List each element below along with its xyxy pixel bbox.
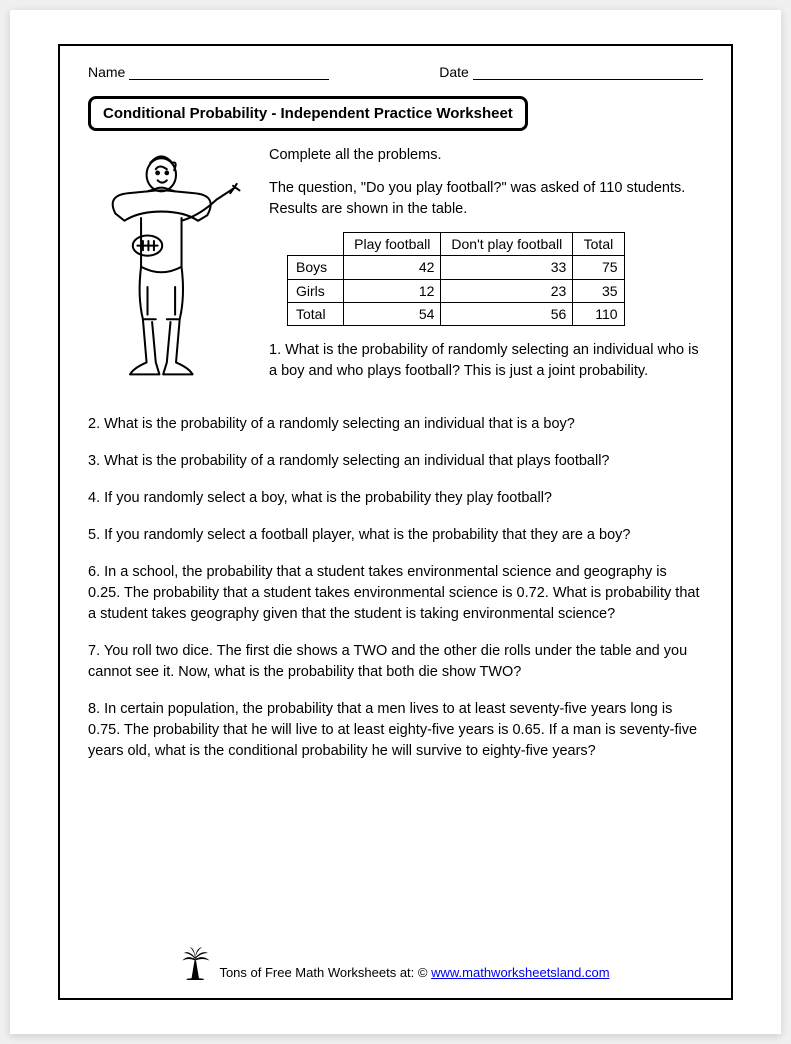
intro-text-column: Complete all the problems. The question,… — [269, 145, 703, 394]
intro-line-1: Complete all the problems. — [269, 145, 703, 166]
cell: 33 — [441, 256, 573, 279]
footer-link[interactable]: www.mathworksheetsland.com — [431, 965, 609, 980]
footer: Tons of Free Math Worksheets at: © www.m… — [88, 944, 703, 984]
table-row: Boys 42 33 75 — [288, 256, 625, 279]
question-7: 7. You roll two dice. The first die show… — [88, 641, 703, 683]
row-label: Girls — [288, 279, 344, 302]
footer-prefix: Tons of Free Math Worksheets at: © — [219, 965, 431, 980]
cell: 75 — [573, 256, 624, 279]
worksheet-title: Conditional Probability - Independent Pr… — [88, 96, 528, 131]
worksheet-page: Name Date Conditional Probability - Inde… — [10, 10, 781, 1034]
table-row: Total 54 56 110 — [288, 302, 625, 325]
name-label: Name — [88, 64, 129, 80]
question-8: 8. In certain population, the probabilit… — [88, 699, 703, 762]
cell: 35 — [573, 279, 624, 302]
football-player-icon — [88, 145, 253, 394]
cell: 12 — [344, 279, 441, 302]
table-corner — [288, 233, 344, 256]
name-date-row: Name Date — [88, 64, 703, 80]
date-blank[interactable] — [473, 64, 703, 80]
col-play: Play football — [344, 233, 441, 256]
data-table: Play football Don't play football Total … — [287, 232, 625, 326]
intro-block: Complete all the problems. The question,… — [88, 145, 703, 394]
question-4: 4. If you randomly select a boy, what is… — [88, 488, 703, 509]
cell: 56 — [441, 302, 573, 325]
footer-text: Tons of Free Math Worksheets at: © www.m… — [219, 965, 609, 980]
cell: 110 — [573, 302, 624, 325]
name-blank[interactable] — [129, 64, 329, 80]
row-label: Boys — [288, 256, 344, 279]
col-total: Total — [573, 233, 624, 256]
cell: 54 — [344, 302, 441, 325]
palm-tree-icon — [181, 944, 211, 980]
intro-line-2: The question, "Do you play football?" wa… — [269, 178, 703, 220]
page-frame: Name Date Conditional Probability - Inde… — [58, 44, 733, 1000]
question-3: 3. What is the probability of a randomly… — [88, 451, 703, 472]
row-label: Total — [288, 302, 344, 325]
question-6: 6. In a school, the probability that a s… — [88, 562, 703, 625]
table-row: Girls 12 23 35 — [288, 279, 625, 302]
question-5: 5. If you randomly select a football pla… — [88, 525, 703, 546]
cell: 23 — [441, 279, 573, 302]
question-2: 2. What is the probability of a randomly… — [88, 414, 703, 435]
question-list: 2. What is the probability of a randomly… — [88, 414, 703, 778]
cell: 42 — [344, 256, 441, 279]
col-dontplay: Don't play football — [441, 233, 573, 256]
question-1: 1. What is the probability of randomly s… — [269, 340, 703, 382]
date-label: Date — [439, 64, 472, 80]
